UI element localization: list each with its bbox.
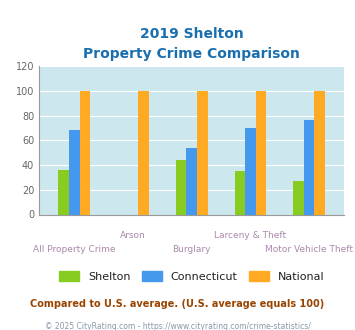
Bar bbox=[245, 128, 256, 214]
Text: All Property Crime: All Property Crime bbox=[33, 245, 115, 254]
Bar bbox=[293, 181, 304, 214]
Bar bbox=[304, 120, 315, 214]
Bar bbox=[197, 91, 208, 214]
Bar bbox=[256, 91, 266, 214]
Bar bbox=[80, 91, 90, 214]
Bar bbox=[59, 170, 69, 215]
Bar bbox=[235, 171, 245, 214]
Title: 2019 Shelton
Property Crime Comparison: 2019 Shelton Property Crime Comparison bbox=[83, 27, 300, 61]
Legend: Shelton, Connecticut, National: Shelton, Connecticut, National bbox=[56, 268, 327, 285]
Text: Motor Vehicle Theft: Motor Vehicle Theft bbox=[265, 245, 353, 254]
Bar bbox=[69, 130, 80, 214]
Text: Larceny & Theft: Larceny & Theft bbox=[214, 231, 286, 240]
Text: Arson: Arson bbox=[120, 231, 146, 240]
Text: Compared to U.S. average. (U.S. average equals 100): Compared to U.S. average. (U.S. average … bbox=[31, 299, 324, 309]
Text: © 2025 CityRating.com - https://www.cityrating.com/crime-statistics/: © 2025 CityRating.com - https://www.city… bbox=[45, 322, 310, 330]
Bar bbox=[186, 148, 197, 214]
Text: Burglary: Burglary bbox=[173, 245, 211, 254]
Bar bbox=[138, 91, 149, 214]
Bar bbox=[315, 91, 325, 214]
Bar bbox=[176, 160, 186, 214]
